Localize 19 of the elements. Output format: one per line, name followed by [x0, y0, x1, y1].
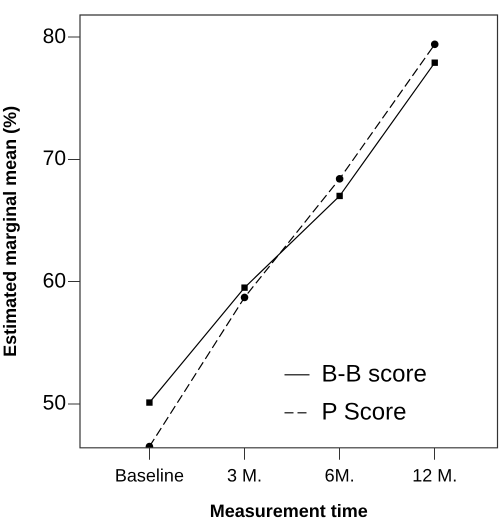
y-tick-label: 60 [42, 269, 66, 292]
y-axis-title: Estimated marginal mean (%) [0, 106, 20, 357]
x-tick-label: 3 M. [227, 466, 262, 486]
y-tick-label: 50 [42, 392, 66, 415]
point [336, 192, 343, 200]
point [241, 284, 248, 291]
x-tick-label: 12 M. [412, 466, 458, 486]
point [430, 40, 439, 48]
y-tick-label: 70 [42, 147, 66, 170]
point [432, 60, 438, 66]
x-axis-title: Measurement time [210, 501, 368, 522]
point [336, 175, 344, 183]
x-tick-label: 6M. [324, 466, 355, 486]
y-tick-label: 80 [42, 24, 66, 48]
point [146, 399, 153, 406]
legend-label: P Score [322, 398, 406, 426]
point [240, 294, 248, 302]
legend-label: B-B score [322, 360, 427, 388]
x-tick-label: Baseline [114, 466, 184, 486]
